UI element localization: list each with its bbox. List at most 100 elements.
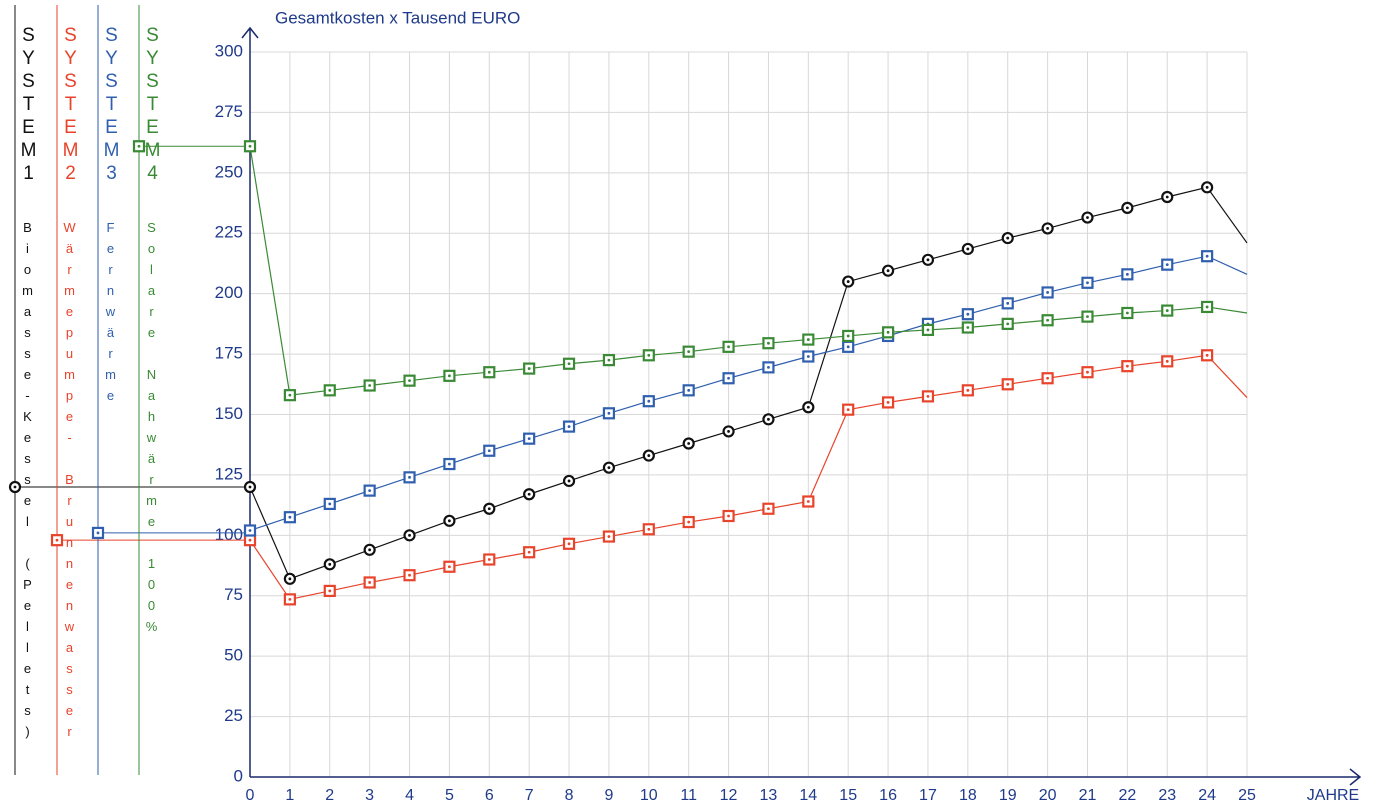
marker [642,349,655,362]
x-tick-label: 22 [1118,787,1136,804]
marker-dot [1046,318,1049,322]
marker-dot [248,485,252,489]
marker [363,543,376,556]
marker [682,345,695,358]
marker-dot [1125,272,1129,276]
marker [50,534,64,547]
x-tick-label: 6 [485,787,494,804]
marker-dot [886,330,890,334]
y-tick-label: 175 [215,344,243,363]
series-line [249,186,1248,580]
marker [243,534,257,547]
marker [523,432,536,445]
marker [682,515,695,529]
marker [961,321,974,334]
marker [1001,378,1014,391]
marker-dot [96,531,100,535]
marker-dot [966,247,970,251]
marker-dot [1125,311,1129,315]
marker [443,560,456,573]
marker-dot [248,144,252,148]
x-tick-label: 5 [445,787,454,804]
marker-dot [647,353,651,357]
marker [1121,201,1134,214]
marker [243,140,257,153]
marker [523,546,536,559]
marker [961,308,974,321]
marker-dot [368,489,372,493]
marker-dot [727,376,730,380]
marker-dot [328,502,332,506]
marker-dot [966,326,970,329]
marker-dot [886,401,890,404]
marker [762,337,775,350]
marker [443,514,456,527]
marker-dot [767,365,770,369]
x-tick-label: 17 [919,787,937,804]
y-tick-label: 0 [234,766,243,785]
marker [283,511,296,524]
marker [1121,306,1134,320]
marker [483,366,496,379]
marker-dot [1165,195,1169,199]
marker [961,384,974,397]
marker [602,407,616,420]
marker [363,576,376,589]
marker-dot [727,430,730,433]
marker [1161,258,1174,271]
marker [842,275,855,288]
marker [1041,314,1054,327]
x-tick-label: 14 [799,787,817,804]
marker [921,253,935,266]
legend-description: Biomasse-Kessel (Pellets) [20,220,35,745]
marker-dot [926,328,930,332]
marker-dot [408,573,411,577]
marker [363,379,376,392]
y-tick-label: 125 [215,464,243,483]
y-tick-label: 100 [215,525,243,544]
marker-dot [288,577,292,581]
series-line [249,354,1248,601]
marker [1001,317,1014,330]
marker [1081,276,1094,289]
marker-dot [1006,236,1010,240]
marker [562,537,576,550]
marker-dot [1205,185,1209,189]
marker [1201,300,1214,314]
marker [403,569,416,582]
marker-dot [248,538,252,542]
marker-dot [926,394,930,398]
marker-dot [1125,364,1129,368]
marker-dot [408,379,411,383]
x-tick-label: 24 [1198,787,1216,804]
x-tick-label: 21 [1079,787,1097,804]
marker [802,350,815,363]
marker-dot [1205,305,1209,309]
marker [1081,310,1094,323]
marker [802,401,815,414]
legend-name: SYSTEM1 [18,25,39,186]
marker [682,384,695,397]
marker-dot [966,312,970,316]
marker [1081,366,1094,379]
marker [283,389,296,402]
x-tick-label: 9 [604,787,613,804]
marker-dot [687,350,691,354]
marker [443,369,456,382]
legend-name: SYSTEM4 [142,25,163,186]
marker [1201,250,1214,263]
marker-dot [1006,382,1010,386]
marker [722,425,735,438]
marker-dot [1046,376,1049,380]
marker-dot [527,492,531,496]
marker [961,242,974,256]
marker [602,461,616,474]
marker-dot [607,535,611,538]
marker [562,420,576,433]
marker-dot [487,449,491,453]
x-axis [250,768,1362,786]
marker [762,361,775,374]
marker-dot [288,597,292,601]
marker-dot [806,338,810,341]
